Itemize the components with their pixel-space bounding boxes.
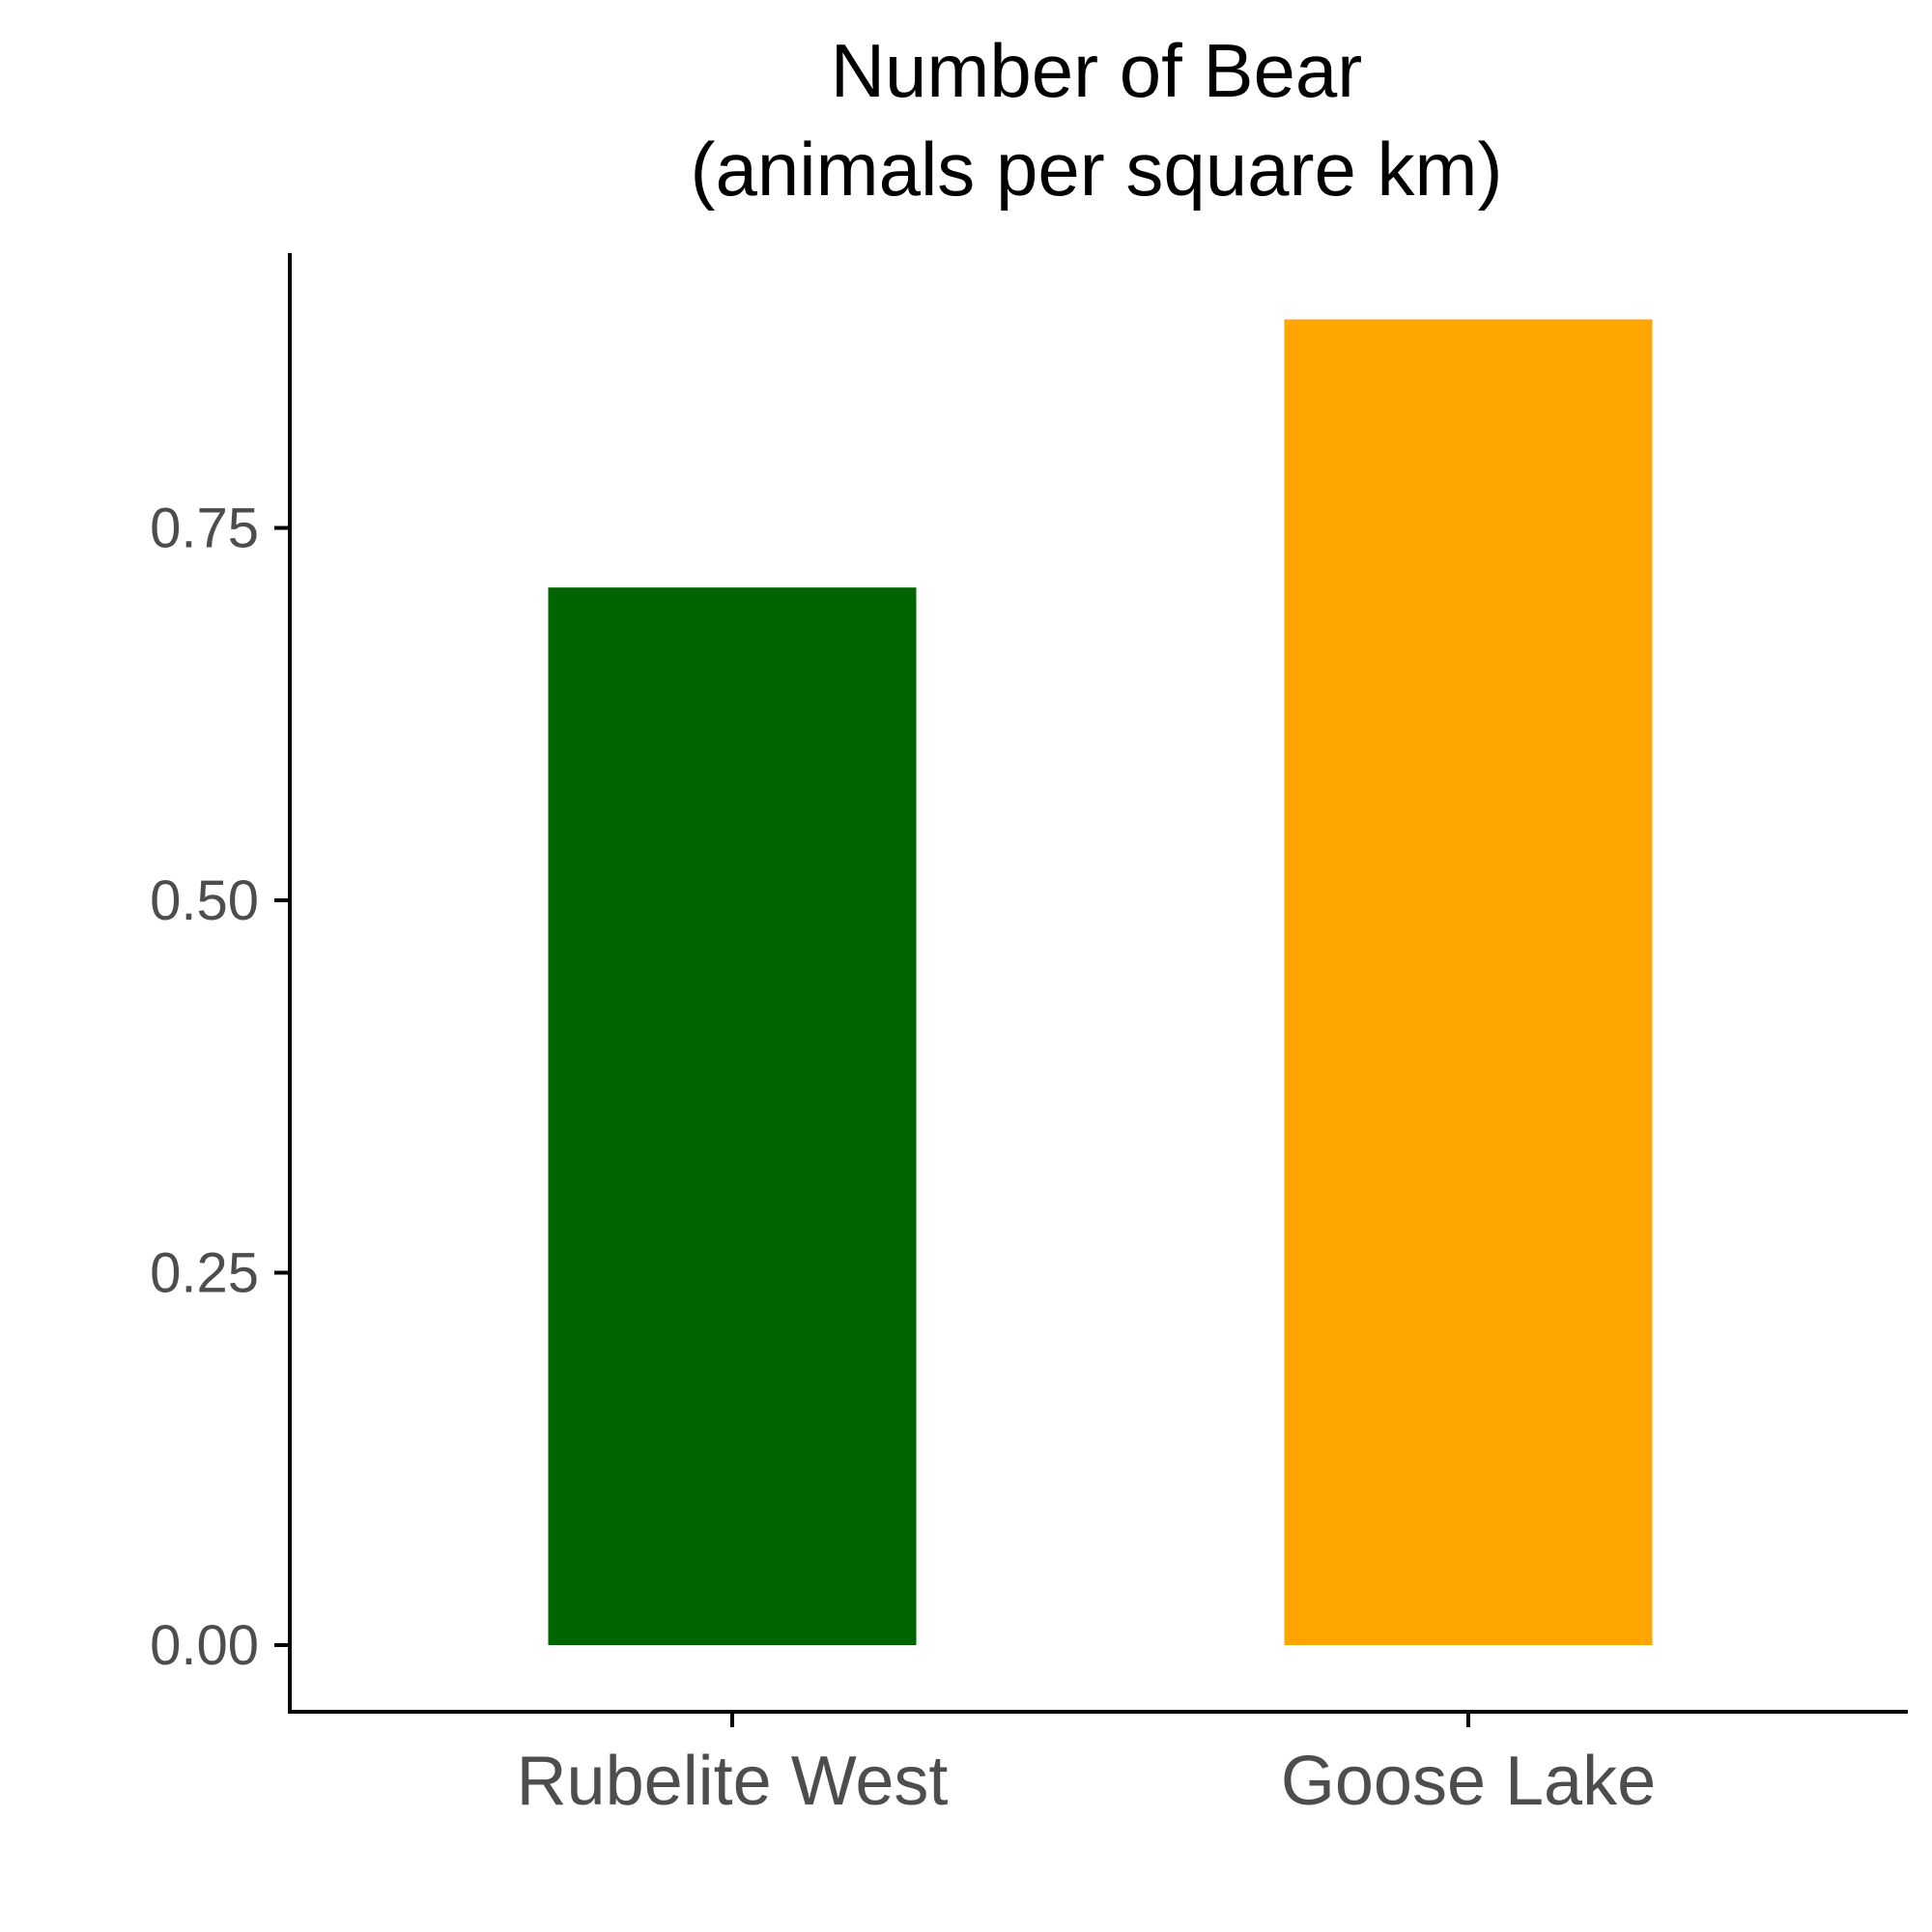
bar-goose-lake [1284,319,1653,1645]
bars-layer [548,319,1653,1646]
x-axis-ticks: Rubelite West Goose Lake [517,1712,1656,1820]
y-tick-label: 0.50 [150,869,259,932]
chart-title: Number of Bear (animals per square km) [691,28,1503,212]
x-tick-label: Rubelite West [517,1743,949,1820]
y-tick-label: 0.75 [150,497,259,560]
y-axis-ticks: 0.00 0.25 0.50 0.75 [150,497,290,1677]
y-tick-label: 0.25 [150,1242,259,1305]
bar-rubelite-west [548,587,917,1646]
chart-title-line-1: Number of Bear [831,28,1363,113]
y-tick-label: 0.00 [150,1614,259,1677]
x-tick-label: Goose Lake [1281,1743,1656,1820]
chart-title-line-2: (animals per square km) [691,127,1503,212]
axes-layer [288,253,1908,1714]
